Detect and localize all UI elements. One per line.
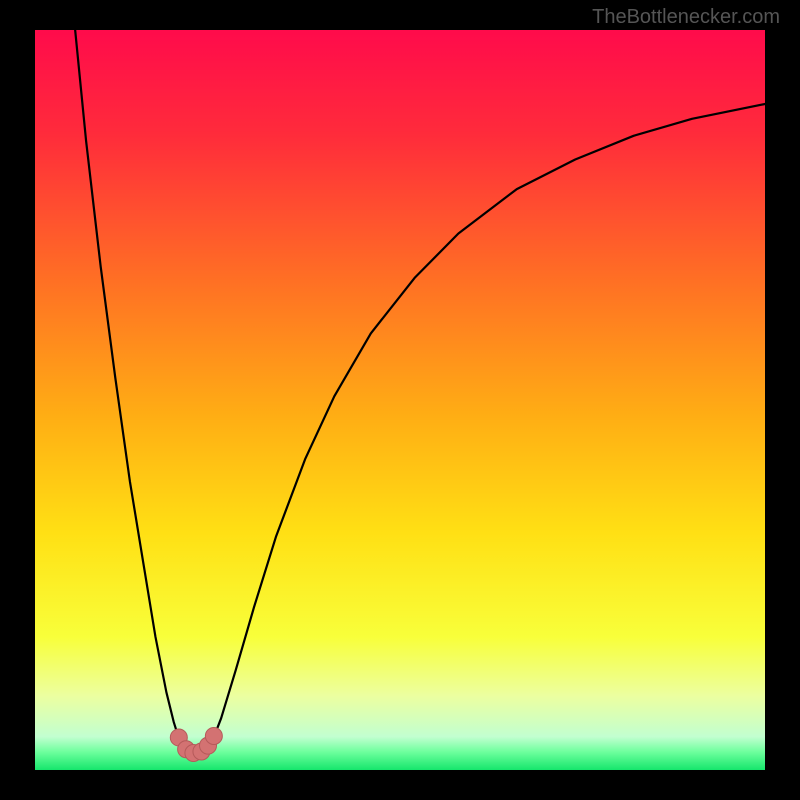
chart-stage: TheBottlenecker.com: [0, 0, 800, 800]
chart-gradient-background: [35, 30, 765, 770]
bottleneck-chart: [0, 0, 800, 800]
optimal-marker: [205, 727, 222, 744]
